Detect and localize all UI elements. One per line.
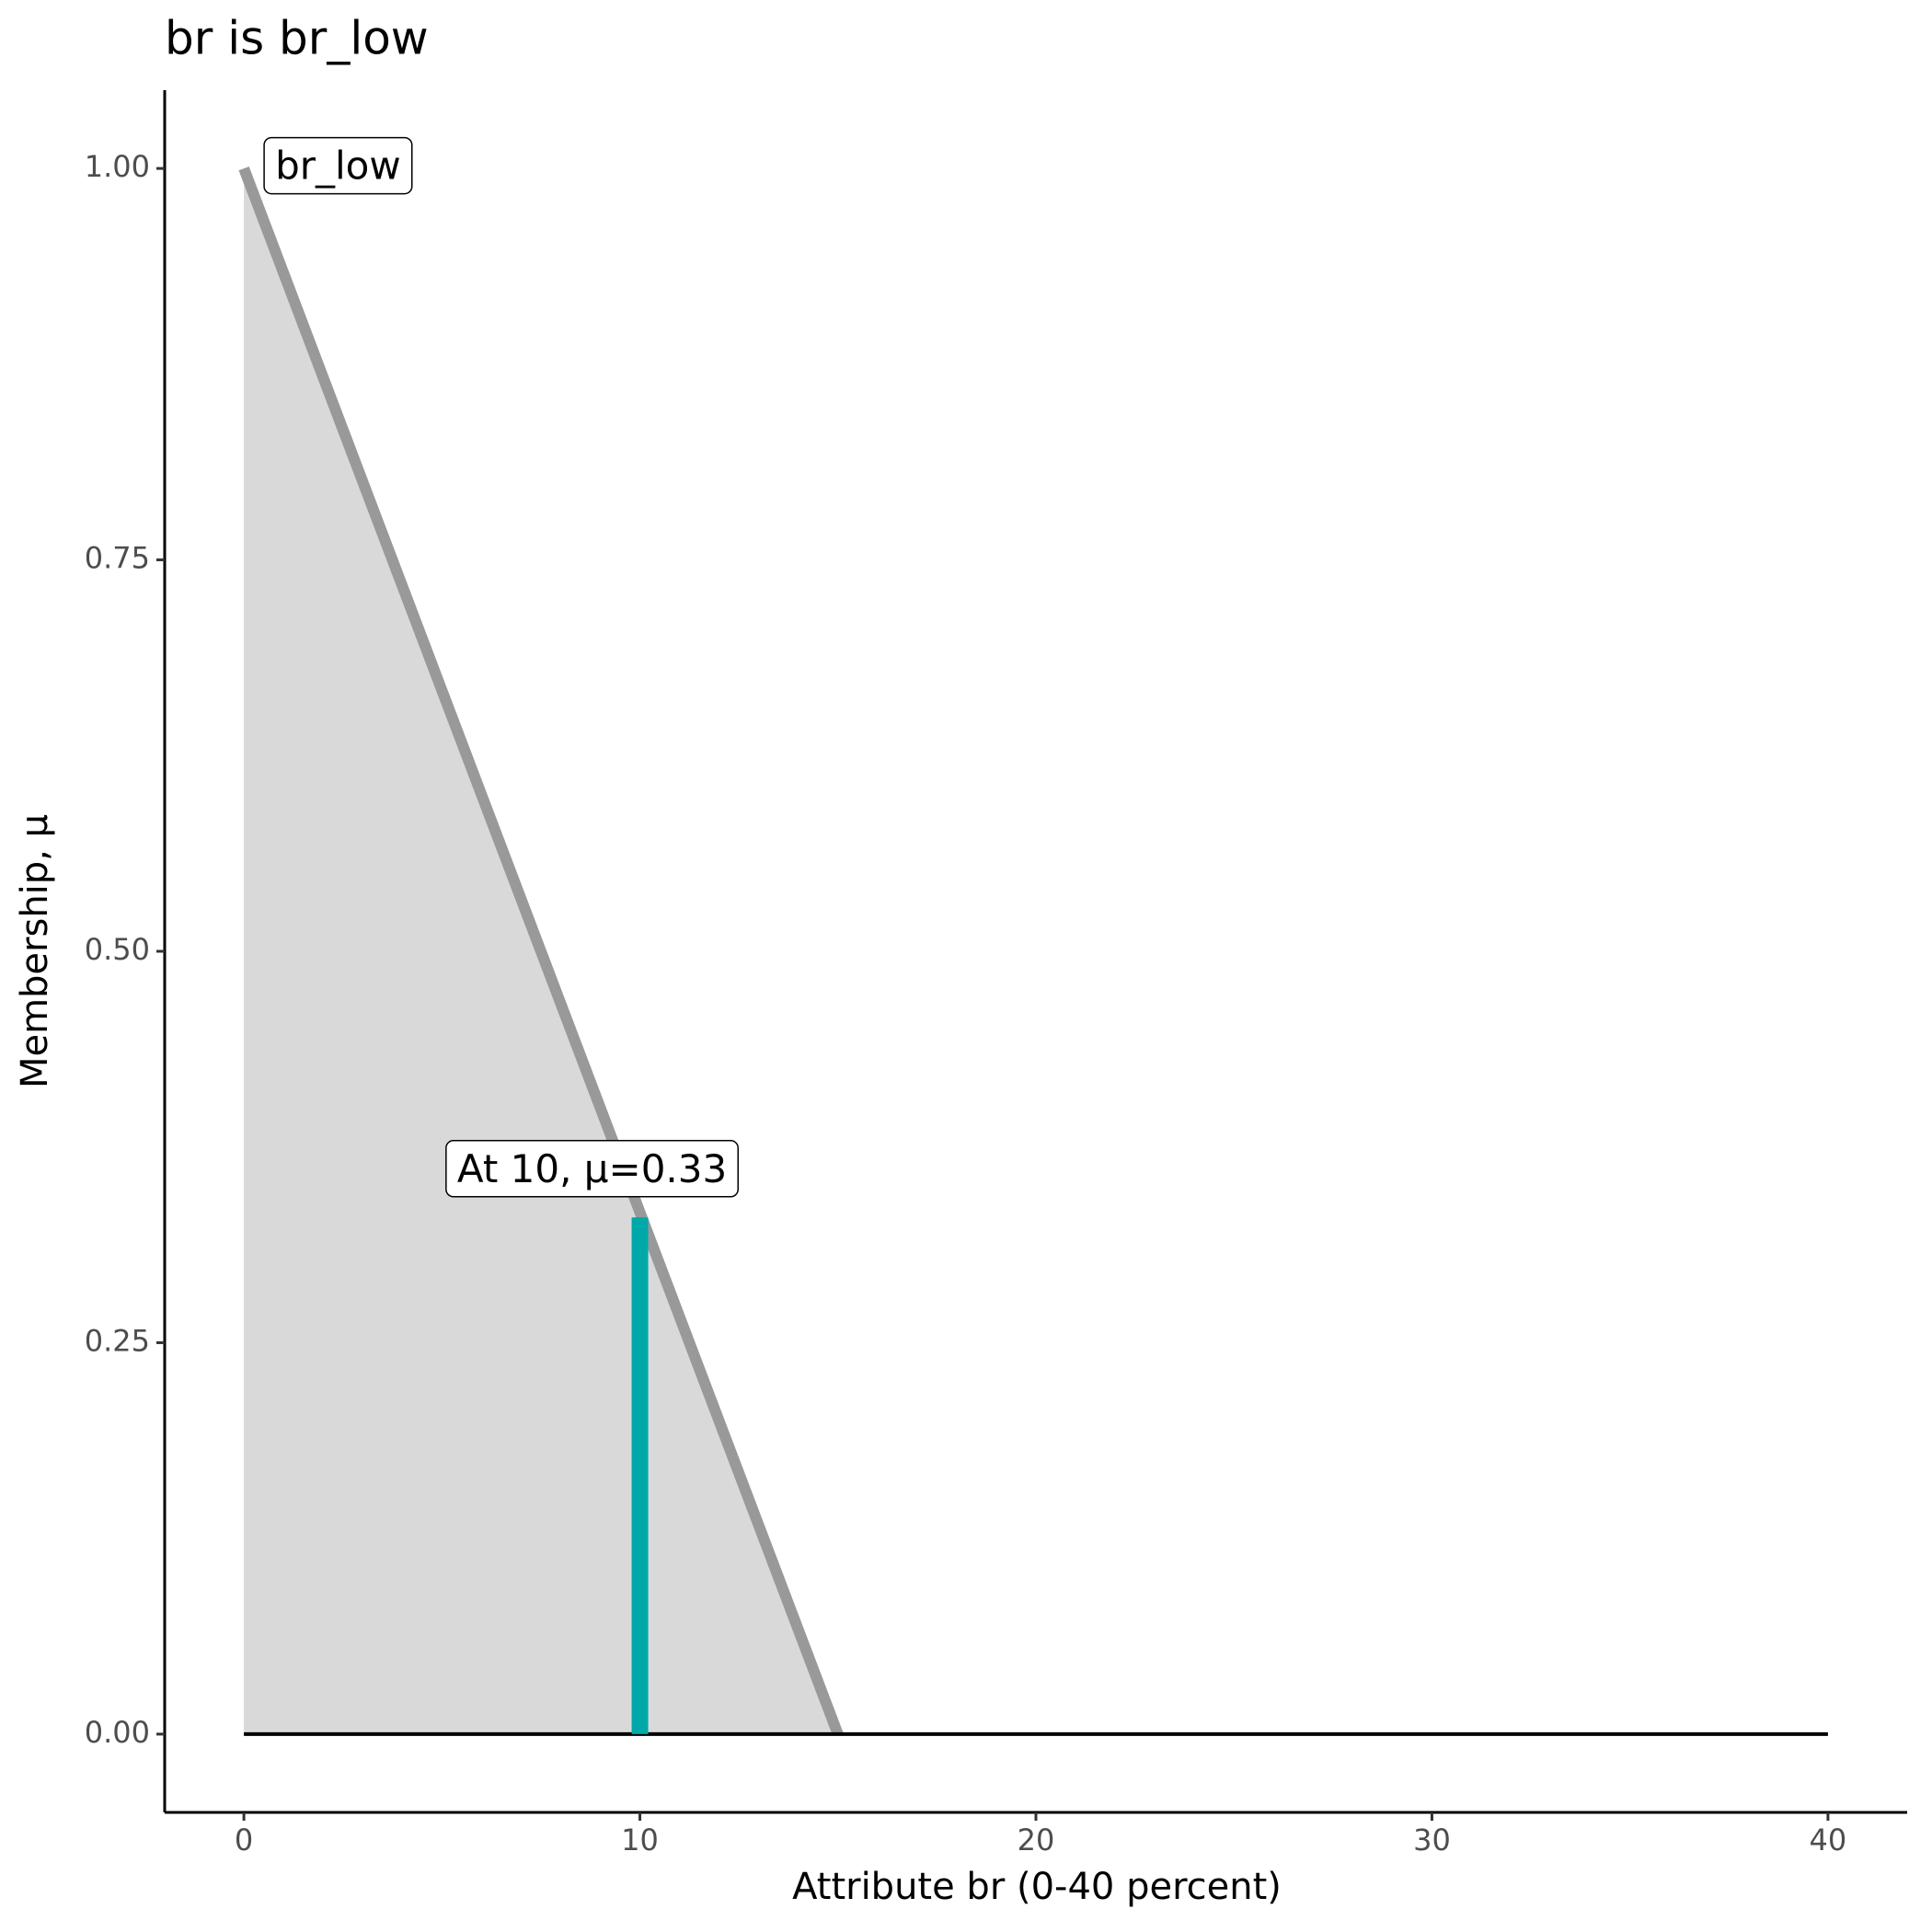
x-tick-label: 0 [235,1823,253,1857]
annotation-box [445,1140,739,1198]
y-tick-label: 0.75 [85,541,150,576]
y-tick-label: 0.25 [85,1323,150,1358]
annotation: At 10, μ=0.33 [457,1146,727,1191]
x-axis-title: Attribute br (0-40 percent) [792,1866,1282,1908]
y-tick-label: 1.00 [85,149,150,184]
x-tick-label: 30 [1413,1823,1451,1857]
annotation-box [263,136,413,195]
line [238,166,844,1737]
y-tick-label: 0.50 [85,932,150,967]
y-axis-title: Membership, μ [14,814,56,1088]
x-tick-label: 20 [1018,1823,1055,1857]
x-tick-label: 40 [1810,1823,1847,1857]
annotation: br_low [275,144,401,189]
y-tick-label: 0.00 [85,1715,150,1750]
chart-title: br is br_low [165,12,429,65]
x-tick-label: 10 [621,1823,659,1857]
